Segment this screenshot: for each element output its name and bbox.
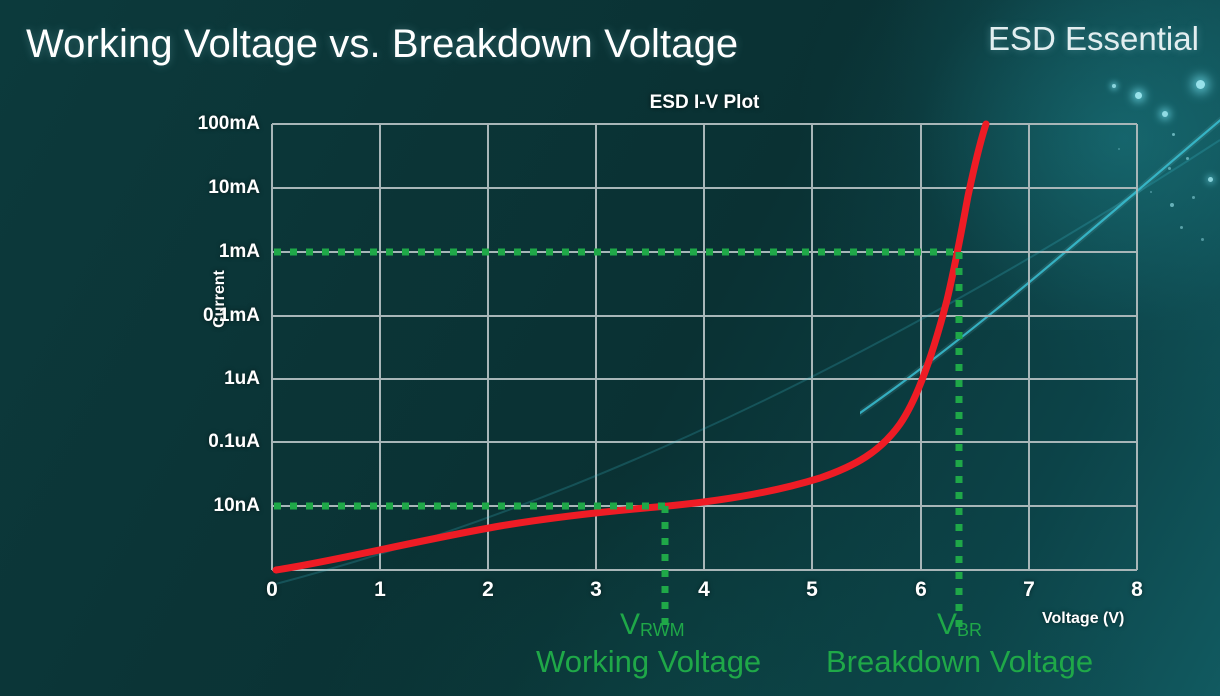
x-tick-label-2: 2 xyxy=(482,578,494,601)
x-tick-label-7: 7 xyxy=(1023,578,1035,601)
vbr-symbol: V xyxy=(937,608,958,641)
vbr-symbol-label: VBR xyxy=(937,608,982,642)
page-title: Working Voltage vs. Breakdown Voltage xyxy=(26,22,739,66)
x-tick-label-0: 0 xyxy=(266,578,278,601)
y-tick-label-1uA: 1uA xyxy=(224,368,260,389)
y-tick-label-1mA: 1mA xyxy=(218,241,260,262)
x-tick-label-8: 8 xyxy=(1131,578,1143,601)
vrwm-subscript: RWM xyxy=(640,620,685,640)
vbr-subscript: BR xyxy=(957,620,983,640)
y-tick-label-0.1uA: 0.1uA xyxy=(208,431,260,452)
x-tick-label-5: 5 xyxy=(806,578,818,601)
vertical-gridlines xyxy=(271,124,1138,570)
y-tick-label-10nA: 10nA xyxy=(213,495,260,516)
y-tick-label-0.1mA: 0.1mA xyxy=(202,305,260,326)
swoosh-overlay xyxy=(271,139,1220,586)
vrwm-symbol: V xyxy=(620,608,641,641)
deck-label: ESD Essential xyxy=(988,20,1199,57)
y-tick-label-100mA: 100mA xyxy=(197,113,260,134)
x-tick-label-3: 3 xyxy=(590,578,602,601)
y-tick-label-10mA: 10mA xyxy=(208,177,260,198)
x-tick-label-1: 1 xyxy=(374,578,386,601)
chart-title: ESD I-V Plot xyxy=(649,92,760,113)
vbr-name-label: Breakdown Voltage xyxy=(826,644,1094,679)
x-tick-label-4: 4 xyxy=(698,578,710,601)
vrwm-symbol-label: VRWM xyxy=(620,608,685,642)
x-tick-label-6: 6 xyxy=(915,578,927,601)
vrwm-name-label: Working Voltage xyxy=(536,644,762,679)
x-axis-title: Voltage (V) xyxy=(1042,610,1125,627)
iv-curve xyxy=(272,120,990,574)
